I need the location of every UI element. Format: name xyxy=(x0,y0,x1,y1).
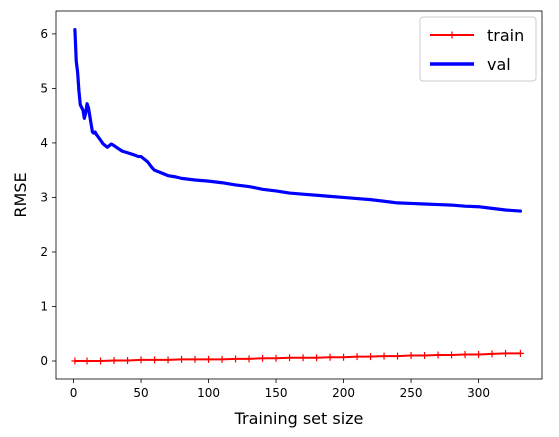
series-train-point xyxy=(191,355,199,363)
series-train-point xyxy=(272,354,280,362)
x-tick-label: 0 xyxy=(70,386,78,400)
series-train-point xyxy=(340,353,348,361)
series-val-line xyxy=(73,27,523,213)
series-train-point xyxy=(353,353,361,361)
series-train-point xyxy=(205,355,213,363)
series-train-point xyxy=(124,356,132,364)
series-train-line xyxy=(73,352,522,363)
series-train-point xyxy=(245,355,253,363)
y-tick-label: 2 xyxy=(40,245,48,259)
x-tick-label: 150 xyxy=(265,386,288,400)
x-axis-label: Training set size xyxy=(234,409,364,428)
series-train-point xyxy=(259,354,267,362)
legend-val-label: val xyxy=(487,55,511,74)
y-axis-label: RMSE xyxy=(11,172,30,217)
legend: train val xyxy=(419,16,537,82)
series-train-point xyxy=(434,351,442,359)
y-axis-ticks: 0 1 2 3 4 5 6 xyxy=(40,27,56,368)
series-train-point xyxy=(407,352,415,360)
y-tick-label: 3 xyxy=(40,190,48,204)
series-train-point xyxy=(83,357,91,365)
series-train-point xyxy=(448,351,456,359)
series-train-point xyxy=(299,354,307,362)
x-axis-ticks: 0 50 100 150 200 250 300 xyxy=(70,379,490,400)
series-train-point xyxy=(461,350,469,358)
series-train-point xyxy=(137,356,145,364)
series-train-point xyxy=(286,354,294,362)
y-tick-label: 0 xyxy=(40,354,48,368)
series-train-point xyxy=(110,356,118,364)
series-train-point xyxy=(97,357,105,365)
series-train-point xyxy=(475,350,483,358)
series-train-point xyxy=(151,356,159,364)
series-train-point xyxy=(326,353,334,361)
series-train-point xyxy=(164,356,172,364)
x-tick-label: 50 xyxy=(133,386,148,400)
x-tick-label: 250 xyxy=(400,386,423,400)
series-train-point xyxy=(516,349,524,357)
plot-area-lines xyxy=(71,27,524,365)
legend-train-marker xyxy=(448,31,456,39)
series-train-point xyxy=(218,355,226,363)
x-tick-label: 300 xyxy=(467,386,490,400)
series-train-point xyxy=(488,350,496,358)
series-train-point xyxy=(421,352,429,360)
series-train-point xyxy=(394,352,402,360)
y-tick-label: 5 xyxy=(40,81,48,95)
y-tick-label: 6 xyxy=(40,27,48,41)
series-train-point xyxy=(178,355,186,363)
x-tick-label: 200 xyxy=(332,386,355,400)
legend-train-label: train xyxy=(487,26,524,45)
series-train-point xyxy=(367,353,375,361)
y-tick-label: 4 xyxy=(40,136,48,150)
axes-frame xyxy=(55,10,543,380)
y-tick-label: 1 xyxy=(40,299,48,313)
x-tick-label: 100 xyxy=(197,386,220,400)
series-train-point xyxy=(380,352,388,360)
series-train-point xyxy=(232,355,240,363)
series-train-point xyxy=(502,349,510,357)
series-train-point xyxy=(71,357,79,365)
series-train-point xyxy=(313,354,321,362)
